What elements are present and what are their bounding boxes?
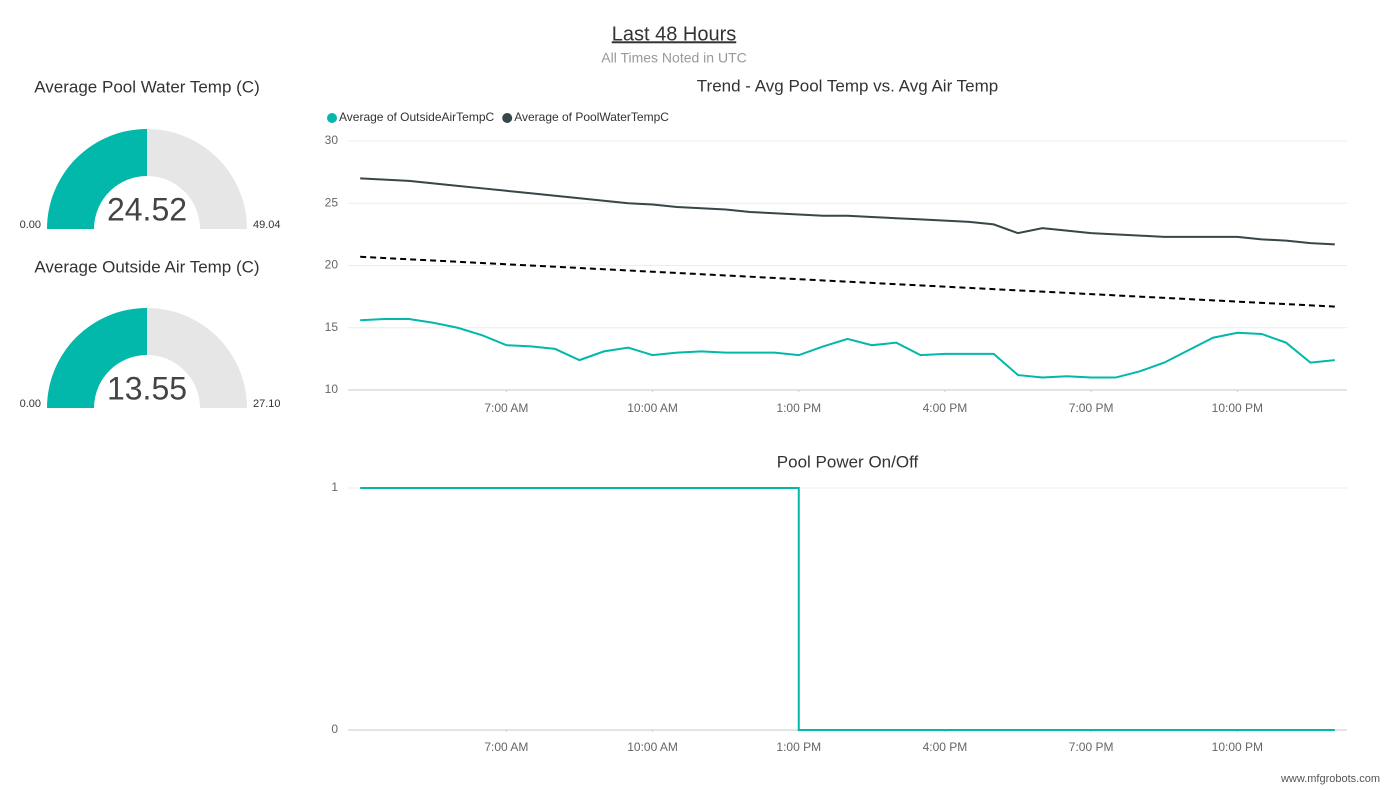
x-tick-label: 1:00 PM — [776, 401, 821, 415]
y-tick-label: 15 — [325, 320, 339, 334]
x-tick-label: 1:00 PM — [776, 740, 821, 754]
page-title: Last 48 Hours — [612, 23, 737, 45]
x-tick-label: 7:00 PM — [1069, 740, 1114, 754]
watermark: www.mfgrobots.com — [1280, 773, 1380, 785]
legend-label: Average of OutsideAirTempC — [339, 110, 495, 124]
x-tick-label: 4:00 PM — [923, 740, 968, 754]
chart-title: Trend - Avg Pool Temp vs. Avg Air Temp — [697, 76, 998, 95]
legend-label: Average of PoolWaterTempC — [514, 110, 669, 124]
trend-line — [360, 255, 1335, 308]
gauge-value: 13.55 — [107, 370, 187, 406]
gauge-title: Average Outside Air Temp (C) — [34, 257, 259, 276]
chart-title: Pool Power On/Off — [777, 452, 919, 471]
x-tick-label: 4:00 PM — [923, 401, 968, 415]
x-tick-label: 10:00 PM — [1212, 740, 1263, 754]
y-tick-label: 30 — [325, 133, 339, 147]
legend-marker — [502, 113, 513, 123]
gauge-value-arc — [47, 129, 147, 229]
y-tick-label: 20 — [325, 258, 339, 272]
x-tick-label: 10:00 AM — [627, 401, 678, 415]
gauge-min: 0.00 — [20, 398, 41, 410]
gauge-max: 27.10 — [253, 398, 281, 410]
gauge-value-arc — [47, 308, 147, 408]
y-tick-label: 25 — [325, 195, 339, 209]
x-tick-label: 7:00 AM — [484, 401, 528, 415]
series-line — [360, 487, 1335, 731]
y-tick-label: 0 — [331, 722, 338, 736]
y-tick-label: 1 — [331, 480, 338, 494]
series-line — [360, 177, 1335, 246]
x-tick-label: 7:00 AM — [484, 740, 528, 754]
y-tick-label: 10 — [325, 382, 339, 396]
gauge-min: 0.00 — [20, 219, 41, 231]
legend-marker — [327, 113, 337, 123]
series-line — [360, 318, 1335, 379]
gauge-max: 49.04 — [253, 219, 281, 231]
x-tick-label: 7:00 PM — [1069, 401, 1114, 415]
gauge-value: 24.52 — [107, 191, 187, 227]
x-tick-label: 10:00 AM — [627, 740, 678, 754]
gauge-title: Average Pool Water Temp (C) — [34, 77, 260, 96]
x-tick-label: 10:00 PM — [1212, 401, 1263, 415]
page-subtitle: All Times Noted in UTC — [601, 50, 746, 66]
